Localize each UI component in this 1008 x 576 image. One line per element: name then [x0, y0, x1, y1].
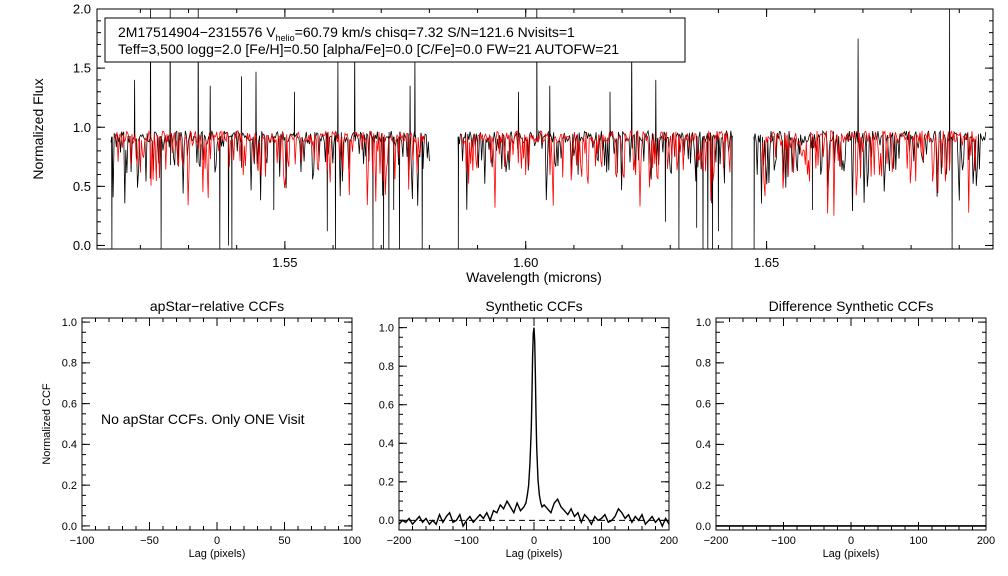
apstar-ccf-panel: apStar−relative CCFs −100 −50 0 50 100 0.0 0.2… [41, 298, 361, 560]
apstar-ccf-annotation: No apStar CCFs. Only ONE Visit [101, 411, 305, 427]
spectrum-ytick-label: 0.5 [73, 179, 91, 194]
apstar-ccf-xtick-label: 0 [214, 535, 220, 547]
spectrum-panel: 1.55 1.60 1.65 0.0 0.5 1.0 1.5 2.0 Wavelength (m… [30, 2, 993, 285]
synthetic-ccf-ytick-label: 0.0 [379, 515, 394, 527]
synthetic-ccf-title: Synthetic CCFs [485, 298, 582, 314]
apstar-ccf-ytick-label: 0.2 [62, 480, 77, 492]
figure: 1.55 1.60 1.65 0.0 0.5 1.0 1.5 2.0 Wavelength (m… [0, 0, 1008, 576]
spectrum-info-box: 2M17514904−2315576 Vhelio=60.79 km/s chi… [105, 18, 685, 62]
synthetic-ccf-xtick-label: −100 [454, 535, 479, 547]
synthetic-ccf-line [399, 328, 669, 526]
spectrum-xtick-label: 1.65 [754, 255, 779, 270]
synthetic-ccf-xtick-label: −200 [387, 535, 412, 547]
spectrum-xlabel: Wavelength (microns) [466, 269, 602, 285]
apstar-ccf-xtick-label: 50 [278, 535, 290, 547]
difference-ccf-ticks: −200 −100 0 100 200 0.0 0.2 0.4 0.6 0.8 1.0 [696, 317, 995, 547]
difference-ccf-xtick-label: −100 [771, 535, 796, 547]
spectrum-ytick-label: 2.0 [73, 2, 91, 17]
apstar-ccf-ytick-label: 0.6 [62, 398, 77, 410]
synthetic-ccf-ytick-label: 0.4 [379, 438, 394, 450]
apstar-ccf-ytick-label: 0.8 [62, 358, 77, 370]
synthetic-ccf-ticks: −200 −100 0 100 200 0.0 0.2 0.4 0.6 0.8 1.0 [379, 318, 678, 547]
apstar-ccf-ticks: −100 −50 0 50 100 0.0 0.2 0.4 0.6 0.8 1.0 [62, 317, 361, 547]
difference-ccf-ytick-label: 0.2 [696, 480, 711, 492]
info-line-1-prefix: 2M17514904−2315576 V [118, 24, 276, 40]
synthetic-ccf-ytick-label: 0.8 [379, 361, 394, 373]
info-line-1-suffix: =60.79 km/s chisq=7.32 S/N=121.6 Nvisits… [295, 24, 575, 40]
difference-ccf-ytick-label: 1.0 [696, 317, 711, 329]
synthetic-ccf-ytick-label: 1.0 [379, 322, 394, 334]
spectrum-ylabel: Normalized Flux [30, 78, 46, 179]
difference-ccf-xtick-label: 100 [909, 535, 927, 547]
difference-ccf-panel: Difference Synthetic CCFs −200 −100 0 100 20… [696, 298, 995, 560]
spectrum-ytick-label: 0.0 [73, 238, 91, 253]
difference-ccf-xtick-label: −200 [704, 535, 729, 547]
difference-ccf-ytick-label: 0.4 [696, 439, 711, 451]
synthetic-ccf-xlabel: Lag (pixels) [506, 548, 563, 560]
observed-spectrum-chip-3 [754, 9, 986, 249]
apstar-ccf-xtick-label: −100 [70, 535, 95, 547]
model-spectrum-chip-2 [461, 131, 731, 208]
difference-ccf-ytick-label: 0.0 [696, 521, 711, 533]
apstar-ccf-ytick-label: 0.4 [62, 439, 77, 451]
apstar-ccf-ytick-label: 1.0 [62, 317, 77, 329]
synthetic-ccf-ytick-label: 0.6 [379, 400, 394, 412]
difference-ccf-plot-frame [716, 318, 986, 530]
spectrum-ytick-label: 1.0 [73, 120, 91, 135]
synthetic-ccf-xtick-label: 100 [592, 535, 610, 547]
apstar-ccf-title: apStar−relative CCFs [150, 298, 284, 314]
synthetic-ccf-plot-frame [399, 318, 669, 530]
ccf-ylabel: Normalized CCF [41, 383, 53, 465]
spectrum-xtick-label: 1.55 [272, 255, 297, 270]
synthetic-ccf-ytick-label: 0.2 [379, 477, 394, 489]
synthetic-ccf-panel: Synthetic CCFs −200 −100 0 100 200 0.0 0.2 0.4 0… [379, 298, 678, 560]
apstar-ccf-xtick-label: 100 [343, 535, 361, 547]
difference-ccf-xtick-label: 200 [977, 535, 995, 547]
difference-ccf-ytick-label: 0.8 [696, 358, 711, 370]
synthetic-ccf-xtick-label: 0 [531, 535, 537, 547]
synthetic-ccf-xtick-label: 200 [660, 535, 678, 547]
apstar-ccf-xlabel: Lag (pixels) [189, 548, 246, 560]
difference-ccf-xtick-label: 0 [848, 535, 854, 547]
apstar-ccf-xtick-label: −50 [140, 535, 159, 547]
info-line-2: Teff=3,500 logg=2.0 [Fe/H]=0.50 [alpha/F… [118, 41, 619, 57]
difference-ccf-title: Difference Synthetic CCFs [769, 298, 934, 314]
spectrum-ytick-label: 1.5 [73, 61, 91, 76]
difference-ccf-xlabel: Lag (pixels) [823, 548, 880, 560]
spectrum-xtick-label: 1.60 [513, 255, 538, 270]
difference-ccf-ytick-label: 0.6 [696, 398, 711, 410]
apstar-ccf-ytick-label: 0.0 [62, 521, 77, 533]
